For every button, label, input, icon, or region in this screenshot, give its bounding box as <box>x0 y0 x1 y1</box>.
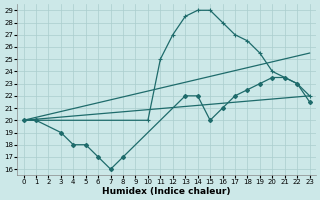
X-axis label: Humidex (Indice chaleur): Humidex (Indice chaleur) <box>102 187 231 196</box>
